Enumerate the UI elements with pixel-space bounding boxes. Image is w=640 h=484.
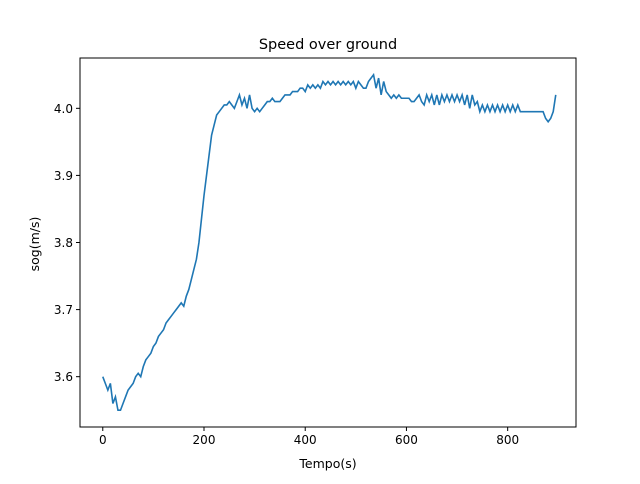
x-tick-label: 800 (496, 433, 519, 447)
x-tick-label: 0 (99, 433, 107, 447)
y-tick-label: 3.9 (54, 169, 73, 183)
y-tick-label: 3.6 (54, 370, 73, 384)
series-line-0 (102, 72, 557, 412)
y-axis-label: sog(m/s) (27, 217, 42, 272)
x-tick-label: 200 (193, 433, 216, 447)
x-axis-label: Tempo(s) (298, 456, 356, 471)
y-tick-label: 3.7 (54, 303, 73, 317)
x-tick-label: 600 (395, 433, 418, 447)
x-tick-label: 400 (294, 433, 317, 447)
y-tick-label: 4.0 (54, 102, 73, 116)
chart-title: Speed over ground (259, 37, 397, 53)
y-tick-label: 3.8 (54, 236, 73, 250)
plot-area: 0 200 400 600 800 3.6 3.7 3.8 3.9 4.0 (54, 57, 577, 447)
